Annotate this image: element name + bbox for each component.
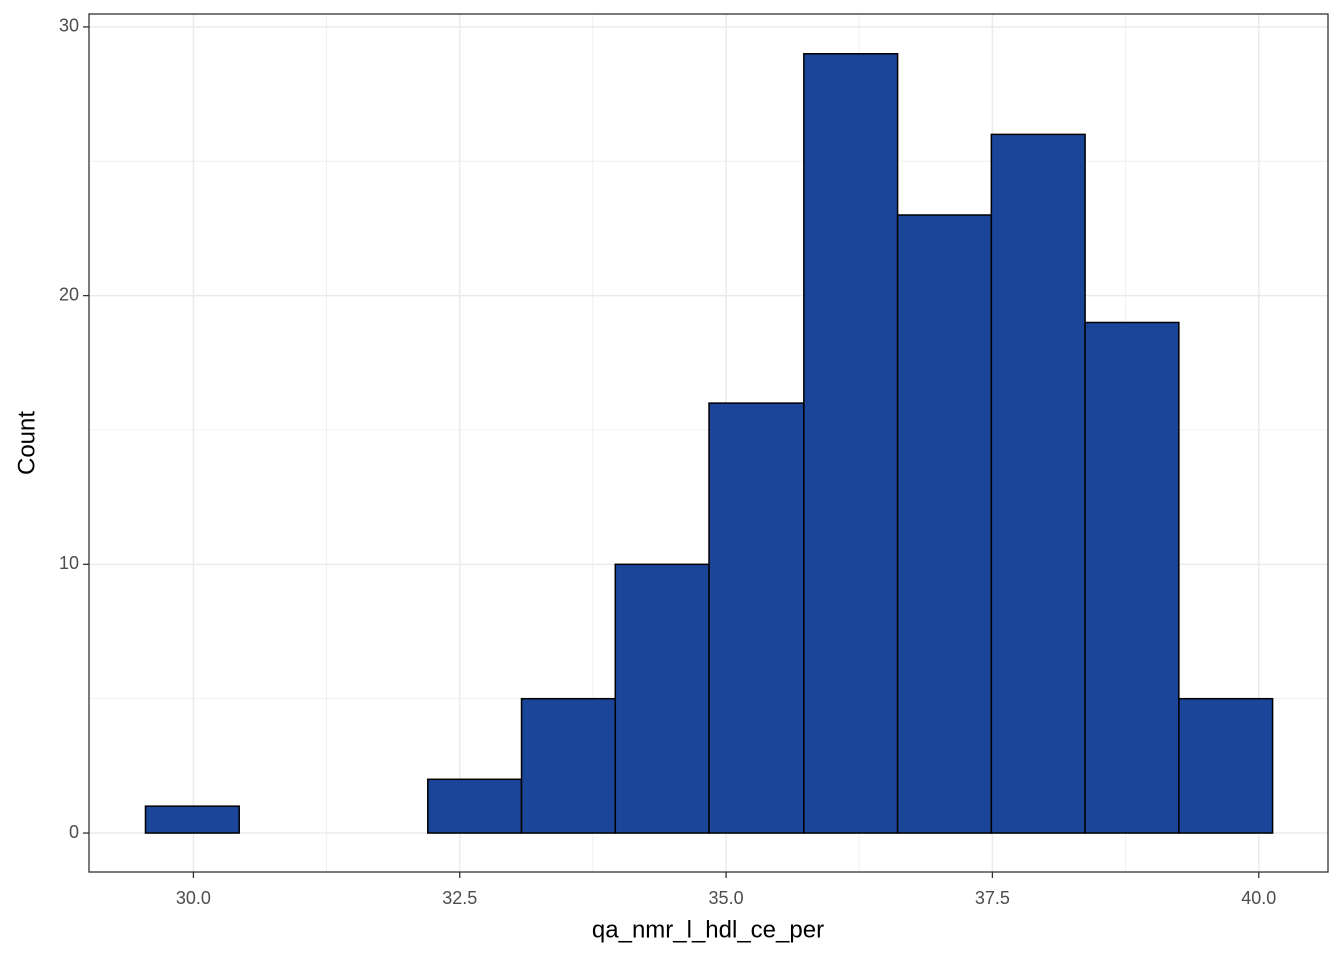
- x-tick-label: 35.0: [709, 888, 744, 908]
- y-axis-label: Count: [13, 411, 40, 475]
- bar: [614, 563, 710, 834]
- y-tick-label: 30: [59, 16, 79, 36]
- x-axis-label: qa_nmr_l_hdl_ce_per: [592, 916, 824, 943]
- y-tick-label: 10: [59, 553, 79, 573]
- bar: [144, 805, 240, 834]
- x-tick-label: 30.0: [176, 888, 211, 908]
- x-tick-label: 32.5: [442, 888, 477, 908]
- bar: [708, 402, 805, 834]
- bar: [803, 53, 899, 834]
- bar: [1178, 697, 1274, 834]
- bar: [990, 133, 1086, 834]
- x-tick-label: 40.0: [1241, 888, 1276, 908]
- ticks: 30.0 32.5 35.0 37.5 40.0 0 10 20 30: [59, 16, 1276, 908]
- bars: [144, 53, 1274, 834]
- bar: [896, 214, 993, 834]
- y-tick-label: 0: [69, 822, 79, 842]
- bar: [520, 697, 617, 834]
- panel-border: [88, 13, 1329, 873]
- y-tick-label: 20: [59, 284, 79, 304]
- bar: [427, 778, 523, 834]
- x-tick-label: 37.5: [975, 888, 1010, 908]
- bar: [1084, 321, 1180, 834]
